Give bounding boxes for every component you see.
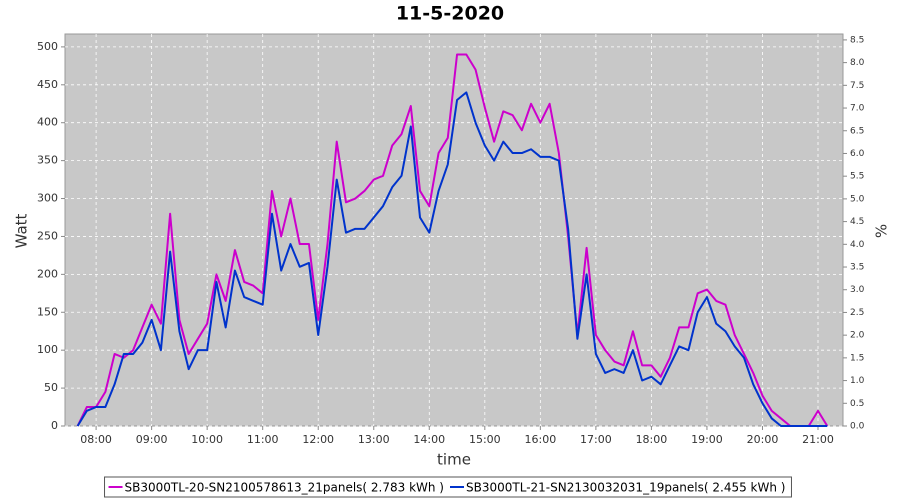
x-tick-label: 14:00 bbox=[413, 433, 445, 446]
y2-tick-label: 6.0 bbox=[850, 149, 865, 159]
y2-tick-label: 3.0 bbox=[850, 285, 865, 295]
x-tick-label: 17:00 bbox=[580, 433, 612, 446]
series-line bbox=[76, 91, 828, 427]
y-tick-label: 250 bbox=[37, 229, 58, 242]
x-tick-label: 10:00 bbox=[191, 433, 223, 446]
x-tick-label: 20:00 bbox=[747, 433, 779, 446]
y2-tick-label: 5.5 bbox=[850, 172, 864, 182]
y2-tick-label: 0.5 bbox=[850, 399, 864, 409]
y-tick-label: 150 bbox=[37, 305, 58, 318]
y-tick-label: 500 bbox=[37, 40, 58, 53]
y2-tick-label: 8.5 bbox=[850, 35, 864, 45]
chart-title: 11-5-2020 bbox=[396, 3, 504, 25]
legend-box bbox=[104, 476, 792, 498]
legend: SB3000TL-20-SN2100578613_21panels( 2.783… bbox=[104, 476, 792, 498]
y2-tick-label: 4.5 bbox=[850, 217, 864, 227]
y2-tick-label: 4.0 bbox=[850, 240, 865, 250]
y-tick-label: 350 bbox=[37, 154, 58, 167]
y2-tick-label: 2.0 bbox=[850, 331, 865, 341]
x-tick-label: 15:00 bbox=[469, 433, 501, 446]
legend-label: SB3000TL-20-SN2100578613_21panels( 2.783… bbox=[125, 481, 444, 495]
x-tick-label: 19:00 bbox=[691, 433, 723, 446]
x-tick-label: 11:00 bbox=[247, 433, 279, 446]
series-line bbox=[76, 53, 829, 427]
y-tick-label: 0 bbox=[51, 419, 58, 432]
y2-tick-label: 1.5 bbox=[850, 353, 864, 363]
y-tick-label: 300 bbox=[37, 192, 58, 205]
legend-label: SB3000TL-21-SN2130032031_19panels( 2.455… bbox=[466, 481, 785, 495]
y2-tick-label: 6.5 bbox=[850, 126, 864, 136]
x-tick-label: 18:00 bbox=[636, 433, 668, 446]
y2-axis-label: % bbox=[873, 224, 891, 238]
y-tick-label: 100 bbox=[37, 343, 58, 356]
x-tick-label: 12:00 bbox=[302, 433, 334, 446]
y-tick-label: 450 bbox=[37, 78, 58, 91]
y2-tick-label: 8.0 bbox=[850, 58, 865, 68]
y2-tick-label: 1.0 bbox=[850, 376, 865, 386]
x-tick-label: 21:00 bbox=[802, 433, 834, 446]
y2-tick-label: 7.0 bbox=[850, 104, 865, 114]
x-tick-label: 16:00 bbox=[525, 433, 557, 446]
y2-tick-label: 5.0 bbox=[850, 194, 865, 204]
y2-tick-label: 0.0 bbox=[850, 422, 865, 432]
x-tick-label: 13:00 bbox=[358, 433, 390, 446]
y-axis-label: Watt bbox=[13, 213, 31, 248]
y-tick-label: 50 bbox=[44, 381, 58, 394]
x-axis-label: time bbox=[437, 451, 471, 469]
x-tick-label: 08:00 bbox=[80, 433, 112, 446]
plot-area bbox=[64, 33, 844, 427]
y2-tick-label: 3.5 bbox=[850, 263, 864, 273]
y2-tick-label: 7.5 bbox=[850, 81, 864, 91]
y-tick-label: 400 bbox=[37, 116, 58, 129]
y2-tick-label: 2.5 bbox=[850, 308, 864, 318]
y-tick-label: 200 bbox=[37, 267, 58, 280]
x-tick-label: 09:00 bbox=[136, 433, 168, 446]
